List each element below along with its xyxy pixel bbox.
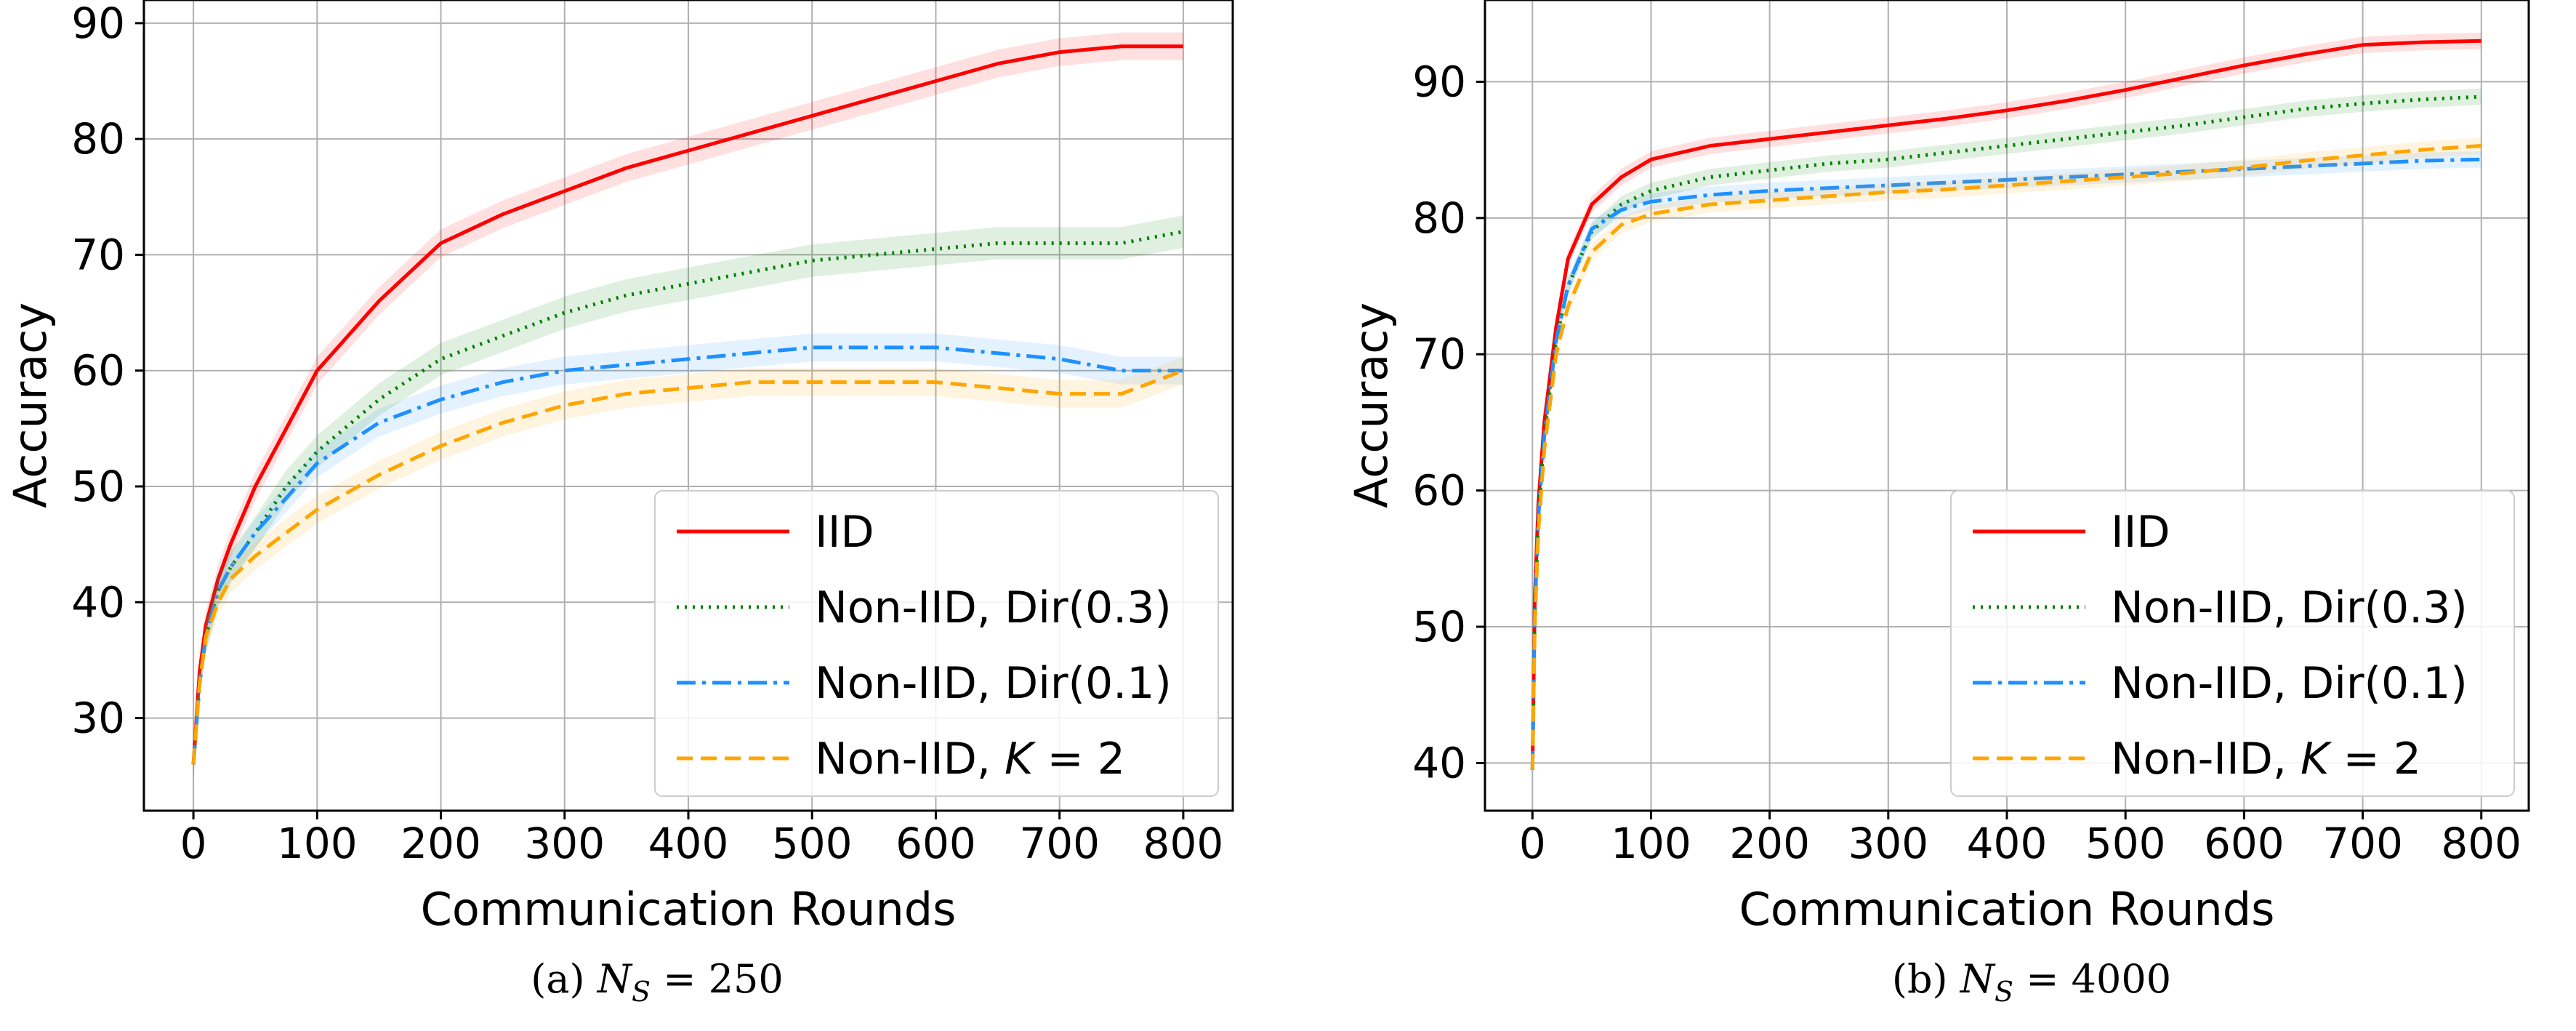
x-tick-label: 700 bbox=[2322, 819, 2403, 868]
x-tick-label: 600 bbox=[2204, 819, 2285, 868]
y-tick-label: 70 bbox=[71, 230, 125, 279]
y-tick-label: 50 bbox=[71, 462, 125, 511]
series-line-2 bbox=[191, 345, 1183, 765]
x-tick-label: 100 bbox=[277, 819, 358, 868]
caption: (a) NS = 250 bbox=[531, 956, 783, 1008]
y-tick-label: 80 bbox=[1412, 193, 1466, 243]
x-axis-label: Communication Rounds bbox=[1739, 883, 2275, 936]
x-tick-label: 500 bbox=[2085, 819, 2166, 868]
series-line-1 bbox=[191, 230, 1184, 765]
y-tick-label: 80 bbox=[71, 114, 125, 164]
legend-label-1: Non-IID, Dir(0.3) bbox=[2111, 582, 2468, 633]
legend-label-2: Non-IID, Dir(0.1) bbox=[815, 658, 1172, 709]
legend-label-2: Non-IID, Dir(0.1) bbox=[2111, 658, 2468, 709]
legend: IID Non-IID, Dir(0.3) Non-IID, Dir(0.1) Non… bbox=[1950, 490, 2515, 797]
plot-area bbox=[191, 32, 1184, 781]
y-tick-label: 40 bbox=[1412, 738, 1466, 787]
plot-area bbox=[1530, 33, 2482, 779]
x-tick-label: 0 bbox=[1519, 819, 1546, 868]
x-tick-label: 200 bbox=[401, 819, 481, 868]
y-tick-label: 50 bbox=[1412, 602, 1466, 651]
y-tick-label: 60 bbox=[71, 346, 125, 396]
x-tick-label: 300 bbox=[524, 819, 605, 868]
series-band-1 bbox=[193, 215, 1183, 781]
legend-box bbox=[1950, 490, 2515, 797]
legend-label-0: IID bbox=[2111, 507, 2170, 558]
x-tick-label: 100 bbox=[1611, 819, 1691, 868]
series-line-0 bbox=[191, 44, 1183, 765]
chart-0: 0 100 200 300 400 500 600 700 800 30 40 50 60 70 80 90 C… bbox=[4, 0, 1234, 1008]
series-line-0 bbox=[1530, 39, 2482, 770]
y-axis-label: Accuracy bbox=[1345, 302, 1398, 508]
x-axis-label: Communication Rounds bbox=[421, 883, 957, 936]
y-tick-label: 60 bbox=[1412, 466, 1466, 516]
x-tick-label: 400 bbox=[1967, 819, 2048, 868]
legend-label-3: Non-IID, K = 2 bbox=[815, 734, 1125, 785]
series-line-3 bbox=[191, 369, 1184, 765]
y-axis-label: Accuracy bbox=[4, 302, 57, 508]
y-tick-label: 30 bbox=[71, 694, 125, 743]
x-tick-label: 800 bbox=[1143, 819, 1224, 868]
y-tick-label: 90 bbox=[1412, 57, 1466, 106]
legend-label-3: Non-IID, K = 2 bbox=[2111, 734, 2421, 785]
series-band-2 bbox=[1532, 151, 2482, 778]
y-tick-label: 70 bbox=[1412, 329, 1466, 379]
y-tick-label: 40 bbox=[71, 577, 125, 627]
x-tick-label: 200 bbox=[1729, 819, 1810, 868]
x-tick-label: 300 bbox=[1848, 819, 1928, 868]
series-band-3 bbox=[193, 356, 1183, 779]
x-tick-label: 500 bbox=[772, 819, 853, 868]
x-tick-label: 0 bbox=[180, 819, 207, 868]
legend: IID Non-IID, Dir(0.3) Non-IID, Dir(0.1) Non… bbox=[654, 490, 1219, 797]
legend-label-1: Non-IID, Dir(0.3) bbox=[815, 582, 1172, 633]
x-tick-label: 400 bbox=[648, 819, 729, 868]
legend-label-0: IID bbox=[815, 507, 874, 558]
x-tick-label: 700 bbox=[1019, 819, 1100, 868]
x-tick-label: 800 bbox=[2441, 819, 2521, 868]
series-line-3 bbox=[1530, 144, 2482, 770]
x-tick-label: 600 bbox=[895, 819, 976, 868]
legend-box bbox=[654, 490, 1219, 797]
caption: (b) NS = 4000 bbox=[1892, 956, 2171, 1008]
y-tick-label: 90 bbox=[71, 0, 125, 48]
chart-1: 0 100 200 300 400 500 600 700 800 40 50 60 70 80 90 Com… bbox=[1345, 0, 2530, 1008]
